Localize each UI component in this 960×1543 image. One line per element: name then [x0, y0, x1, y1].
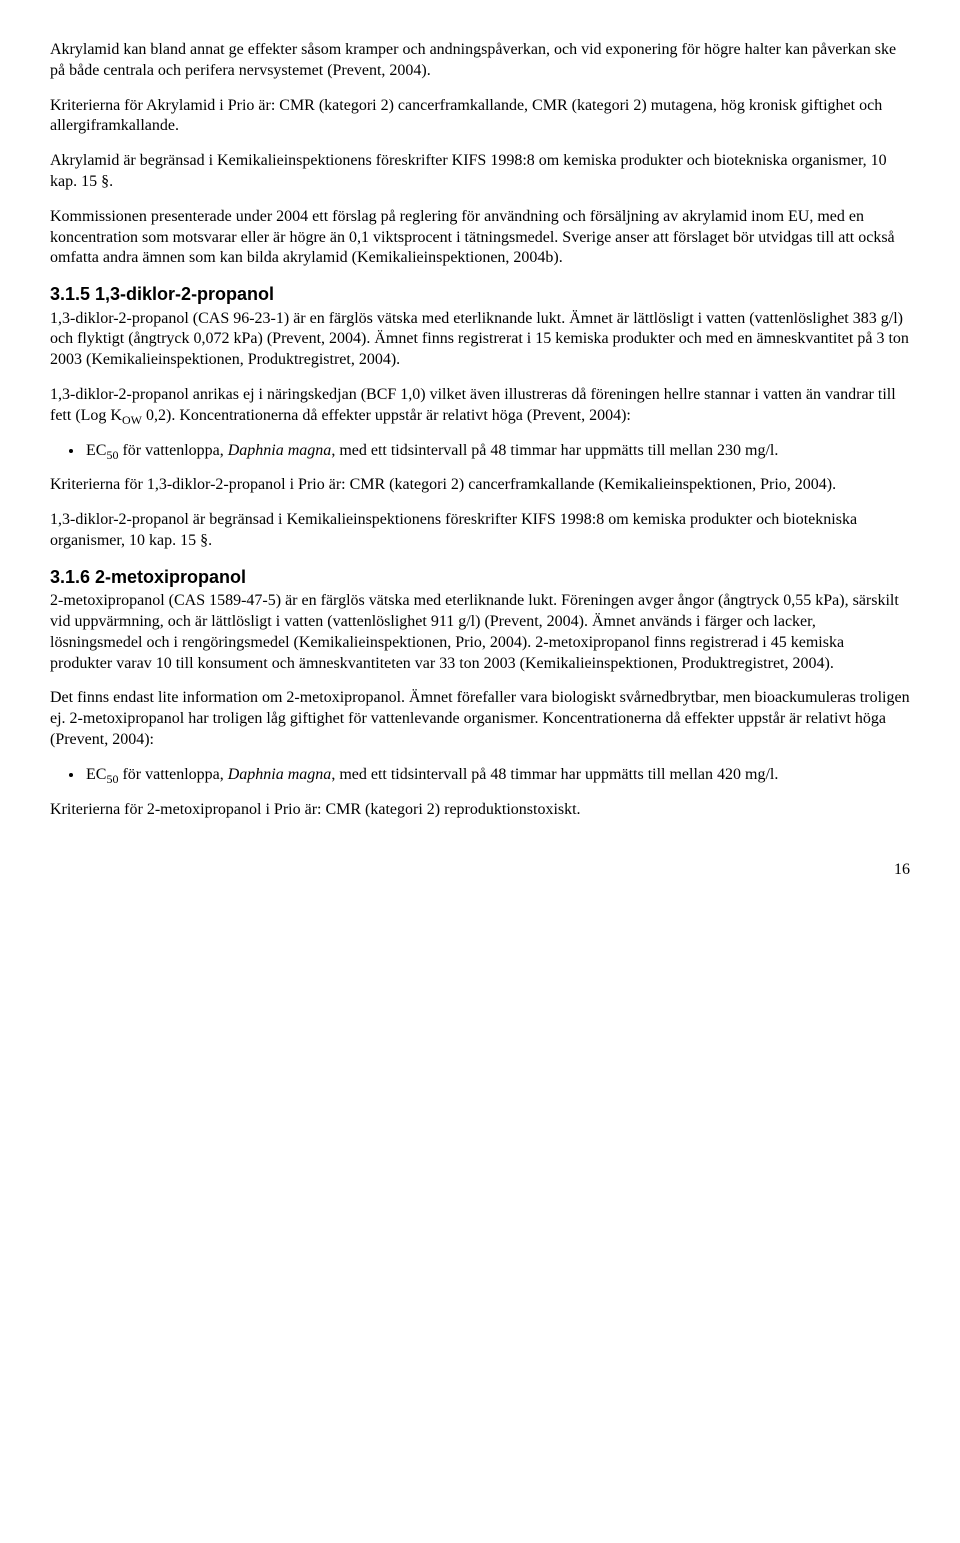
paragraph: Akrylamid är begränsad i Kemikalieinspek… [50, 151, 910, 193]
species-name: Daphnia magna [228, 442, 332, 459]
text: , med ett tidsintervall på 48 timmar har… [331, 442, 778, 459]
paragraph: 1,3-diklor-2-propanol anrikas ej i närin… [50, 385, 910, 427]
paragraph: 1,3-diklor-2-propanol är begränsad i Kem… [50, 510, 910, 552]
paragraph: Akrylamid kan bland annat ge effekter så… [50, 40, 910, 82]
subscript: 50 [106, 448, 118, 462]
subscript: OW [122, 413, 142, 427]
heading-3-1-6: 3.1.6 2-metoxipropanol [50, 566, 910, 589]
paragraph: Kriterierna för Akrylamid i Prio är: CMR… [50, 96, 910, 138]
list-item: EC50 för vattenloppa, Daphnia magna, med… [84, 765, 910, 786]
paragraph: Kriterierna för 2-metoxipropanol i Prio … [50, 800, 910, 821]
text: EC [86, 766, 106, 783]
subscript: 50 [106, 772, 118, 786]
list-item: EC50 för vattenloppa, Daphnia magna, med… [84, 441, 910, 462]
bullet-list: EC50 för vattenloppa, Daphnia magna, med… [50, 765, 910, 786]
species-name: Daphnia magna [228, 766, 332, 783]
text: EC [86, 442, 106, 459]
paragraph: Kriterierna för 1,3-diklor-2-propanol i … [50, 475, 910, 496]
paragraph: 1,3-diklor-2-propanol (CAS 96-23-1) är e… [50, 309, 910, 371]
text: 0,2). Koncentrationerna då effekter upps… [142, 407, 631, 424]
text: för vattenloppa, [118, 766, 227, 783]
text: för vattenloppa, [118, 442, 227, 459]
text: , med ett tidsintervall på 48 timmar har… [331, 766, 778, 783]
heading-3-1-5: 3.1.5 1,3-diklor-2-propanol [50, 283, 910, 306]
paragraph: Det finns endast lite information om 2-m… [50, 688, 910, 750]
paragraph: Kommissionen presenterade under 2004 ett… [50, 207, 910, 269]
bullet-list: EC50 för vattenloppa, Daphnia magna, med… [50, 441, 910, 462]
paragraph: 2-metoxipropanol (CAS 1589-47-5) är en f… [50, 591, 910, 674]
page-number: 16 [50, 860, 910, 881]
